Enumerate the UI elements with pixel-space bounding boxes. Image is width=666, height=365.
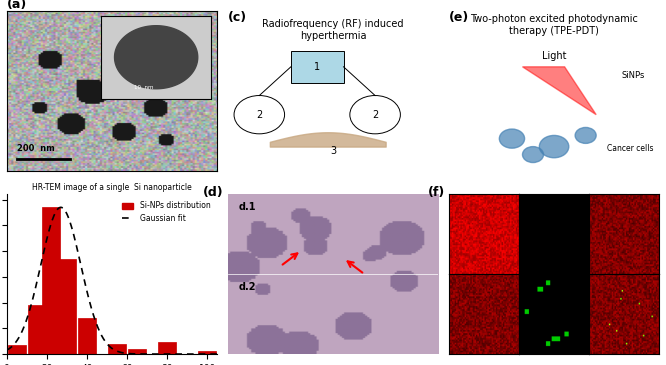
Circle shape [575,127,596,143]
Text: 2: 2 [372,110,378,120]
Text: Light: Light [542,51,566,61]
Text: 200  nm: 200 nm [17,145,55,153]
Circle shape [500,129,525,148]
Bar [28,305,46,354]
Text: SiNPs: SiNPs [621,71,645,80]
Bar [198,351,216,354]
Bar [108,344,126,354]
Text: (c): (c) [228,11,247,24]
Bar [128,349,146,354]
Text: (e): (e) [449,11,469,24]
Bar [42,207,60,354]
Legend: Si-NPs distribution, Gaussian fit: Si-NPs distribution, Gaussian fit [119,198,213,226]
Bar [78,318,96,354]
Circle shape [539,135,569,158]
Text: 2: 2 [256,110,262,120]
Text: 1: 1 [314,62,320,72]
Text: 3: 3 [330,146,336,156]
Bar [158,342,176,354]
Circle shape [523,147,543,162]
Text: d.2: d.2 [238,282,256,292]
Text: (a): (a) [7,0,27,11]
Bar [8,345,26,354]
Bar [291,51,344,83]
Text: (d): (d) [202,187,223,200]
Text: HR-TEM image of a single  Si nanoparticle: HR-TEM image of a single Si nanoparticle [32,183,192,192]
Bar [58,259,76,354]
Polygon shape [523,67,596,115]
Text: Cancer cells: Cancer cells [607,145,653,153]
Text: Radiofrequency (RF) induced
hyperthermia: Radiofrequency (RF) induced hyperthermia [262,19,404,41]
Text: (f): (f) [428,187,445,200]
Text: Two-photon excited photodynamic
therapy (TPE-PDT): Two-photon excited photodynamic therapy … [470,14,638,36]
Text: d.1: d.1 [238,203,256,212]
